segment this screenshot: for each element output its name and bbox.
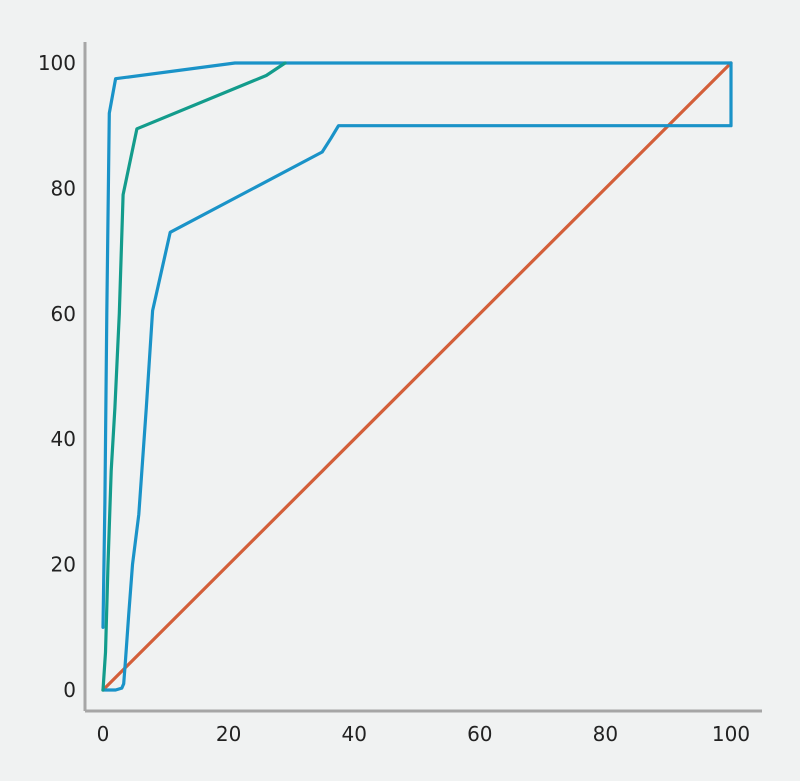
series-line-2	[101, 61, 733, 692]
y-tick-label: 60	[51, 302, 76, 326]
y-tick-label: 20	[51, 553, 76, 577]
x-tick-label: 20	[216, 722, 241, 746]
x-tick-label: 100	[712, 722, 750, 746]
plot-area	[101, 61, 733, 692]
x-tick-label: 80	[593, 722, 618, 746]
y-tick-label: 0	[63, 678, 76, 702]
x-tick-label: 60	[467, 722, 492, 746]
y-tick-label: 40	[51, 427, 76, 451]
series-line-1	[101, 61, 733, 692]
y-tick-label: 100	[38, 51, 76, 75]
y-tick-labels: 0 20 40 60 80 100	[38, 51, 76, 702]
axes	[83, 42, 762, 713]
x-tick-label: 0	[97, 722, 110, 746]
y-tick-label: 80	[51, 176, 76, 200]
x-tick-label: 40	[341, 722, 366, 746]
x-tick-labels: 0 20 40 60 80 100	[97, 722, 750, 746]
series-line-3	[101, 61, 287, 692]
